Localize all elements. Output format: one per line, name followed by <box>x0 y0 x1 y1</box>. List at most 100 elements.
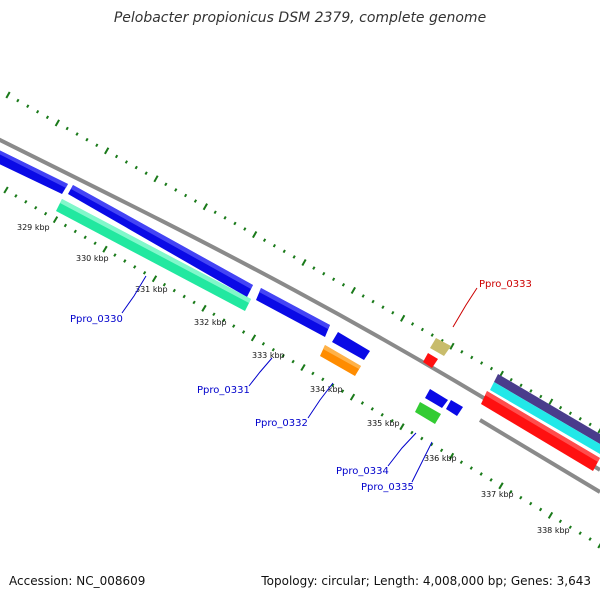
tick-mark <box>281 353 285 358</box>
callout-ppro-0335[interactable]: Ppro_0335 <box>361 441 433 493</box>
tick-mark <box>371 299 375 304</box>
tick-mark <box>52 216 59 224</box>
tick-mark <box>498 482 504 490</box>
tick-mark <box>83 235 87 240</box>
tick-mark <box>104 147 110 155</box>
tick-mark <box>282 249 286 254</box>
tick-mark <box>73 229 77 234</box>
tick-mark <box>469 466 473 470</box>
tick-mark <box>174 188 178 192</box>
gene-feature-blue-5[interactable] <box>425 389 448 408</box>
tick-mark <box>93 241 97 246</box>
kbp-tick-label: 335 kbp <box>367 419 400 428</box>
tick-mark <box>271 347 275 352</box>
tick-mark <box>489 366 494 371</box>
callout-ppro-0334[interactable]: Ppro_0334 <box>336 432 417 477</box>
tick-mark <box>85 137 89 142</box>
gene-feature-ppro-0333[interactable] <box>430 338 451 356</box>
genome-summary: Topology: circular; Length: 4,008,000 bp… <box>261 574 591 588</box>
callout-ppro-0332[interactable]: Ppro_0332 <box>255 382 334 429</box>
tick-mark <box>360 401 365 405</box>
tick-mark <box>184 193 188 198</box>
gene-feature-cyan-band[interactable] <box>490 382 600 454</box>
tick-mark <box>380 412 384 417</box>
gene-feature-blue-4[interactable] <box>332 332 370 360</box>
tick-mark <box>241 330 246 334</box>
gene-label-ppro-0334[interactable]: Ppro_0334 <box>336 466 389 477</box>
tick-mark <box>223 216 227 220</box>
gene-feature-ppro-0330[interactable] <box>56 199 251 311</box>
tick-mark <box>142 270 147 275</box>
tick-mark <box>102 245 108 253</box>
callout-ppro-0330[interactable]: Ppro_0330 <box>70 275 147 325</box>
tick-mark <box>14 194 18 198</box>
kbp-tick-label: 329 kbp <box>17 223 50 232</box>
gene-feature-ppro-0332[interactable] <box>320 345 361 376</box>
tick-mark <box>578 417 582 421</box>
tick-mark <box>3 186 9 194</box>
tick-mark <box>410 430 414 435</box>
tick-mark <box>45 115 50 120</box>
tick-mark <box>578 531 582 536</box>
tick-mark <box>390 418 394 423</box>
tick-mark <box>26 104 30 108</box>
tick-mark <box>548 398 554 406</box>
tick-mark <box>399 423 405 431</box>
kbp-tick-label: 337 kbp <box>481 490 514 499</box>
gene-feature-red-band[interactable] <box>481 391 600 471</box>
tick-mark <box>5 91 11 99</box>
tick-mark <box>568 411 572 416</box>
tick-mark <box>331 383 335 388</box>
tick-mark <box>597 543 600 549</box>
tick-mark <box>410 322 415 326</box>
tick-mark <box>113 253 117 257</box>
tick-mark <box>164 182 168 187</box>
tick-mark <box>232 324 236 328</box>
tick-mark <box>292 255 296 259</box>
gene-feature-blue-3[interactable] <box>256 288 330 337</box>
gene-label-ppro-0335[interactable]: Ppro_0335 <box>361 482 414 493</box>
tick-mark <box>588 537 592 541</box>
tick-mark <box>16 98 20 103</box>
tick-mark <box>470 355 474 360</box>
tick-mark <box>460 350 464 354</box>
gene-feature-navy-band[interactable] <box>494 374 600 444</box>
tick-mark <box>558 519 563 524</box>
tick-mark <box>311 371 315 376</box>
tick-mark <box>519 383 523 388</box>
callout-ppro-0331[interactable]: Ppro_0331 <box>197 357 273 396</box>
tick-mark <box>479 472 483 476</box>
gene-feature-blue-1[interactable] <box>0 148 68 194</box>
gene-feature-red-small[interactable] <box>423 353 438 368</box>
tick-mark <box>212 312 216 317</box>
gene-label-ppro-0330[interactable]: Ppro_0330 <box>70 314 123 325</box>
tick-mark <box>350 286 356 294</box>
tick-mark <box>400 314 406 322</box>
gene-label-ppro-0332[interactable]: Ppro_0332 <box>255 418 308 429</box>
gene-label-ppro-0333[interactable]: Ppro_0333 <box>479 279 532 290</box>
tick-mark <box>509 489 513 494</box>
tick-mark <box>250 334 257 342</box>
tick-mark <box>370 407 374 411</box>
tick-mark <box>568 525 572 530</box>
tick-mark <box>262 238 267 242</box>
tick-mark <box>24 199 28 204</box>
tick-mark <box>182 294 186 299</box>
gene-feature-blue-2[interactable] <box>68 185 253 297</box>
tick-mark <box>114 154 119 159</box>
tick-mark <box>332 277 336 282</box>
tick-mark <box>449 342 455 350</box>
callout-ppro-0333[interactable]: Ppro_0333 <box>452 279 532 328</box>
gene-feature-ppro-0334[interactable] <box>415 402 441 424</box>
tick-mark <box>133 265 137 269</box>
tick-mark <box>36 109 40 114</box>
tick-mark <box>123 259 127 263</box>
tick-mark <box>75 132 79 136</box>
kbp-tick-label: 331 kbp <box>135 285 168 294</box>
tick-mark <box>151 275 158 283</box>
gene-feature-blue-6[interactable] <box>446 400 463 416</box>
tick-mark <box>222 318 226 323</box>
tick-mark <box>361 294 365 298</box>
gene-label-ppro-0331[interactable]: Ppro_0331 <box>197 385 250 396</box>
